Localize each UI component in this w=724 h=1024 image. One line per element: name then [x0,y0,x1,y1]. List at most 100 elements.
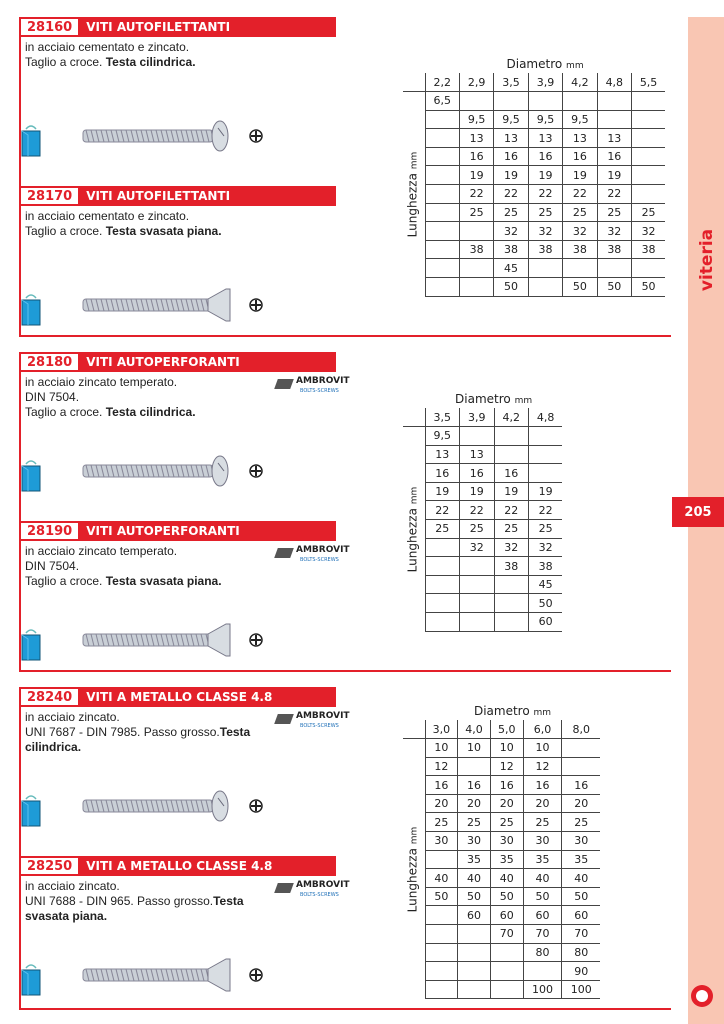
table-cell: 25 [522,812,562,833]
product-code: 28160 [21,19,79,35]
package-bag-icon [20,627,42,661]
table-cell [561,738,600,758]
screw-image [82,958,263,992]
unit: mm [566,61,584,71]
table-cell: 22 [493,500,529,521]
table-row: 100 100 [403,980,600,1000]
product-header: 28170 VITI AUTOFILETTANTI [19,186,336,206]
table-cell [457,980,491,1000]
table-cell [424,980,458,1000]
product-code: 28170 [21,188,79,204]
table-cell: 38 [528,556,563,576]
table-cell: 50 [631,277,666,297]
table-cell [527,277,563,297]
table-cell [424,184,460,204]
table-cell: 22 [458,184,494,204]
table-cell: 38 [458,240,494,260]
table-row: 38 38 [403,556,563,576]
table-cell: 30 [424,831,458,851]
table-cell [424,128,460,148]
table-cell: 25 [528,519,563,539]
table-cell: 38 [596,240,632,260]
table-cell: 16 [493,147,529,167]
table-cell: 45 [528,575,563,595]
table-cell: 22 [596,184,632,204]
table-row: 6,5 [403,91,666,111]
table-cell: 10 [424,738,458,758]
table-cell: 40 [424,868,458,888]
table-cell: 70 [489,924,524,944]
desc-line: in acciaio cementato e zincato. [25,40,190,54]
table-cell: 70 [561,924,600,944]
table-cell [424,905,458,926]
table-cell: 20 [424,794,458,814]
diameter-label: Diametro mm [425,704,600,721]
table-cell [459,556,495,576]
table-cell [424,277,460,297]
table-cell: 40 [489,868,524,888]
diameter-label: Diametro mm [425,392,562,409]
table-cell: 50 [522,887,562,907]
table-cell: 40 [561,868,600,888]
table-row: 22 22 22 22 [403,500,563,521]
diameter-label: Diametro mm [425,57,665,74]
table-cell: 32 [562,221,598,241]
page-number: 205 [672,497,724,527]
unit: mm [533,708,552,718]
table-cell: 9,5 [493,110,529,130]
table-row: 13 13 13 13 13 [403,128,666,148]
desc-line: Taglio a croce. [25,574,106,588]
table-cell: 13 [527,128,563,148]
desc-line: UNI 7687 - DIN 7985. Passo grosso. [25,725,220,739]
table-row: 32 32 32 32 32 [403,221,666,241]
screw-logo-icon [274,379,294,389]
package-bag-icon [20,292,42,326]
table-cell: 50 [457,887,491,907]
table-cell: 16 [522,775,562,795]
table-cell: 100 [561,980,600,1000]
table-cell [424,612,460,632]
table-cell: 38 [493,556,529,576]
column-header-row: 3,5 3,9 4,2 4,8 [403,408,563,428]
table-row: 9,5 [403,426,563,446]
desc-line: in acciaio zincato temperato. [25,375,178,389]
table-cell: 20 [489,794,524,814]
column-header: 8,0 [561,720,600,740]
screw-image [82,790,263,822]
table-cell: 35 [489,850,524,870]
table-row: 19 19 19 19 19 [403,165,666,186]
desc-line: DIN 7504. [25,559,80,573]
table-cell: 32 [527,221,563,241]
unit: mm [409,826,420,845]
table-cell: 9,5 [458,110,494,130]
table-cell: 10 [457,738,491,758]
screw-logo-icon [274,548,294,558]
table-cell: 13 [459,445,495,465]
table-cell [528,445,563,465]
table-cell: 35 [561,850,600,870]
ambrovit-logo: AMBROVIT BOLTS-SCREWS [274,376,350,400]
length-label: Lunghezza mm [406,470,423,590]
column-header: 4,8 [528,408,563,428]
package-bag-icon [20,793,42,827]
table-row: 45 [403,575,563,595]
table-cell: 25 [424,519,460,539]
table-cell: 16 [458,147,494,167]
table-cell [424,924,458,944]
desc-line: in acciaio zincato. [25,879,120,893]
table-cell: 22 [459,500,495,521]
table-cell [596,110,632,130]
table-cell: 25 [493,519,529,539]
diameter-text: Diametro [506,57,563,71]
product-code: 28180 [21,354,79,370]
table-cell: 30 [457,831,491,851]
table-cell [424,258,460,279]
head-type: Testa cilindrica. [105,55,196,69]
table-cell: 60 [489,905,524,926]
table-cell: 80 [522,943,562,963]
section-frame [19,17,671,337]
table-cell: 60 [522,905,562,926]
table-cell [424,961,458,981]
table-cell [457,757,491,777]
table-cell: 50 [561,887,600,907]
